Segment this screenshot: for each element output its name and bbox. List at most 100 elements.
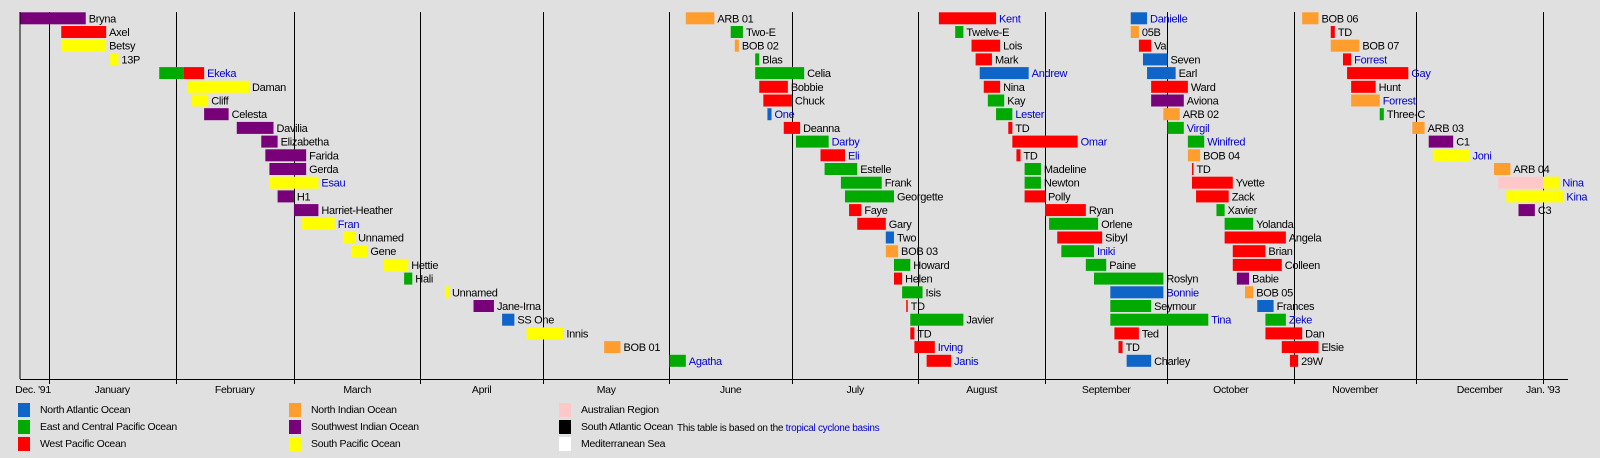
storm-bar[interactable] bbox=[1265, 327, 1303, 340]
storm-bar[interactable] bbox=[734, 39, 739, 52]
storm-bar[interactable] bbox=[910, 313, 964, 326]
storm-bar[interactable] bbox=[906, 300, 908, 312]
storm-bar[interactable] bbox=[1281, 341, 1319, 354]
storm-label[interactable]: Danielle bbox=[1150, 13, 1188, 25]
storm-bar[interactable] bbox=[1142, 53, 1168, 66]
storm-bar[interactable] bbox=[293, 204, 319, 217]
storm-bar[interactable] bbox=[669, 354, 686, 367]
storm-bar[interactable] bbox=[996, 108, 1013, 121]
storm-bar[interactable] bbox=[1232, 258, 1282, 271]
storm-bar[interactable] bbox=[61, 26, 107, 38]
storm-bar[interactable] bbox=[685, 12, 715, 25]
storm-bar[interactable] bbox=[1138, 39, 1152, 52]
storm-bar[interactable] bbox=[191, 94, 209, 107]
storm-bar[interactable] bbox=[1543, 176, 1560, 189]
storm-label[interactable]: Agatha bbox=[689, 356, 724, 368]
storm-label[interactable]: Iniki bbox=[1097, 246, 1115, 258]
storm-bar[interactable] bbox=[1024, 163, 1041, 175]
storm-bar[interactable] bbox=[1163, 108, 1180, 121]
storm-label[interactable]: Gay bbox=[1411, 68, 1431, 80]
storm-bar[interactable] bbox=[1130, 12, 1148, 25]
storm-label[interactable]: Janis bbox=[954, 356, 979, 368]
storm-label[interactable]: Esau bbox=[321, 178, 345, 190]
storm-bar[interactable] bbox=[1216, 204, 1225, 217]
storm-bar[interactable] bbox=[1151, 94, 1184, 107]
storm-bar[interactable] bbox=[110, 53, 119, 66]
storm-bar[interactable] bbox=[1167, 121, 1184, 134]
storm-bar[interactable] bbox=[265, 149, 307, 162]
storm-bar[interactable] bbox=[1085, 258, 1107, 271]
storm-bar[interactable] bbox=[893, 258, 911, 271]
storm-bar[interactable] bbox=[502, 313, 515, 326]
storm-bar[interactable] bbox=[1191, 163, 1194, 175]
storm-bar[interactable] bbox=[1351, 80, 1376, 93]
storm-label[interactable]: Fran bbox=[338, 219, 360, 231]
storm-bar[interactable] bbox=[840, 176, 882, 189]
storm-bar[interactable] bbox=[1257, 300, 1274, 312]
storm-bar[interactable] bbox=[1008, 121, 1013, 134]
storm-bar[interactable] bbox=[820, 149, 845, 162]
storm-bar[interactable] bbox=[1012, 135, 1078, 148]
storm-label[interactable]: Forrest bbox=[1354, 54, 1387, 66]
storm-bar[interactable] bbox=[1232, 245, 1266, 258]
storm-bar[interactable] bbox=[885, 245, 899, 258]
storm-bar[interactable] bbox=[987, 94, 1005, 107]
storm-bar[interactable] bbox=[914, 341, 935, 354]
storm-label[interactable]: Kina bbox=[1566, 191, 1588, 203]
storm-bar[interactable] bbox=[1191, 176, 1233, 189]
storm-bar[interactable] bbox=[1045, 204, 1086, 217]
storm-bar[interactable] bbox=[1130, 26, 1139, 38]
storm-bar[interactable] bbox=[1498, 176, 1544, 189]
storm-bar[interactable] bbox=[526, 327, 564, 340]
storm-bar[interactable] bbox=[1428, 135, 1454, 148]
storm-bar[interactable] bbox=[1351, 94, 1380, 107]
storm-label[interactable]: Ekeka bbox=[207, 68, 238, 80]
storm-bar[interactable] bbox=[1518, 204, 1535, 217]
storm-bar[interactable] bbox=[604, 341, 621, 354]
storm-bar[interactable] bbox=[1245, 286, 1254, 299]
storm-label[interactable]: One bbox=[775, 109, 795, 121]
storm-bar[interactable] bbox=[824, 163, 858, 175]
storm-bar[interactable] bbox=[20, 12, 86, 25]
storm-bar[interactable] bbox=[204, 108, 229, 121]
storm-bar[interactable] bbox=[767, 108, 772, 121]
storm-label[interactable]: Eli bbox=[848, 150, 860, 162]
storm-bar[interactable] bbox=[1110, 313, 1209, 326]
storm-bar[interactable] bbox=[187, 80, 250, 93]
storm-label[interactable]: Joni bbox=[1473, 150, 1492, 162]
storm-label[interactable]: Tina bbox=[1211, 315, 1232, 327]
storm-bar[interactable] bbox=[1016, 149, 1021, 162]
storm-bar[interactable] bbox=[1342, 53, 1352, 66]
storm-bar[interactable] bbox=[1289, 354, 1299, 367]
storm-label[interactable]: Lester bbox=[1015, 109, 1045, 121]
storm-bar[interactable] bbox=[975, 53, 992, 66]
storm-bar[interactable] bbox=[159, 67, 184, 80]
storm-bar[interactable] bbox=[351, 245, 368, 258]
storm-bar[interactable] bbox=[1302, 12, 1319, 25]
storm-bar[interactable] bbox=[730, 26, 743, 38]
storm-bar[interactable] bbox=[269, 163, 307, 175]
storm-bar[interactable] bbox=[1057, 231, 1103, 244]
storm-bar[interactable] bbox=[383, 258, 409, 271]
storm-bar[interactable] bbox=[1061, 245, 1094, 258]
storm-bar[interactable] bbox=[473, 300, 494, 312]
storm-bar[interactable] bbox=[1432, 149, 1470, 162]
storm-bar[interactable] bbox=[1347, 67, 1409, 80]
storm-bar[interactable] bbox=[893, 272, 903, 285]
storm-bar[interactable] bbox=[1024, 190, 1046, 203]
storm-bar[interactable] bbox=[983, 80, 1001, 93]
storm-bar[interactable] bbox=[910, 327, 915, 340]
storm-label[interactable]: Kent bbox=[999, 13, 1021, 25]
storm-bar[interactable] bbox=[857, 217, 886, 230]
storm-bar[interactable] bbox=[1412, 121, 1425, 134]
storm-bar[interactable] bbox=[955, 26, 964, 38]
storm-label[interactable]: Nina bbox=[1562, 178, 1585, 190]
storm-bar[interactable] bbox=[1110, 300, 1152, 312]
storm-label[interactable]: Bonnie bbox=[1166, 287, 1199, 299]
storm-label[interactable]: Omar bbox=[1081, 137, 1108, 149]
storm-bar[interactable] bbox=[1330, 26, 1335, 38]
storm-bar[interactable] bbox=[796, 135, 829, 148]
storm-bar[interactable] bbox=[277, 190, 294, 203]
storm-bar[interactable] bbox=[1110, 286, 1164, 299]
storm-label[interactable]: Darby bbox=[832, 137, 861, 149]
